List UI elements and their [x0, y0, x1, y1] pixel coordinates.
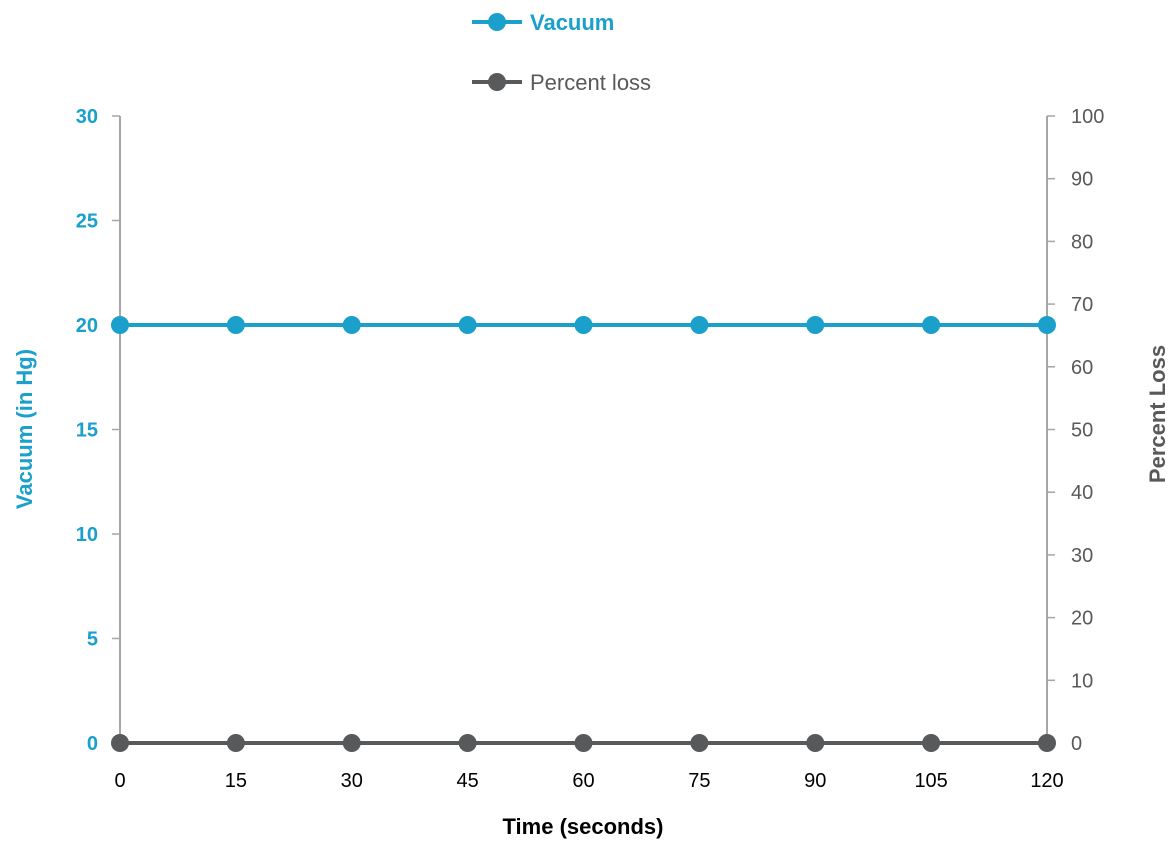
right-y-tick-label: 50 — [1071, 420, 1093, 442]
x-tick-label: 120 — [1030, 770, 1063, 792]
right-y-tick-label: 0 — [1071, 733, 1082, 755]
right-y-axis-title: Percent Loss — [1145, 345, 1170, 483]
x-tick-label: 15 — [225, 770, 247, 792]
left-y-tick-label: 10 — [76, 524, 98, 546]
x-axis-ticks: 0 15 30 45 60 75 90 105 120 — [114, 770, 1063, 792]
right-y-tick-label: 40 — [1071, 482, 1093, 504]
left-y-tick-label: 15 — [76, 420, 98, 442]
right-y-tick-label: 70 — [1071, 294, 1093, 316]
data-point-vacuum — [226, 316, 245, 334]
data-point-percent-loss — [574, 734, 593, 752]
data-point-vacuum — [111, 316, 129, 334]
right-y-tick-label: 100 — [1071, 106, 1104, 128]
x-tick-label: 90 — [804, 770, 826, 792]
left-y-axis-title: Vacuum (in Hg) — [12, 349, 37, 509]
data-point-percent-loss — [1038, 734, 1056, 752]
right-y-tick-label: 80 — [1071, 231, 1093, 253]
data-point-vacuum — [458, 316, 477, 334]
data-point-vacuum — [1038, 316, 1056, 334]
x-tick-label: 105 — [914, 770, 947, 792]
x-tick-label: 60 — [572, 770, 594, 792]
data-point-percent-loss — [111, 734, 129, 752]
legend-label-percent-loss: Percent loss — [530, 70, 651, 95]
left-y-tick-label: 0 — [87, 733, 98, 755]
data-point-percent-loss — [690, 734, 709, 752]
legend-swatch-percent-loss-marker — [488, 73, 506, 91]
data-point-percent-loss — [458, 734, 477, 752]
right-y-tick-label: 20 — [1071, 608, 1093, 630]
right-y-tick-label: 30 — [1071, 545, 1093, 567]
right-y-tick-label: 60 — [1071, 357, 1093, 379]
right-y-tick-label: 90 — [1071, 169, 1093, 191]
x-axis-title: Time (seconds) — [503, 814, 664, 839]
legend-label-vacuum: Vacuum — [530, 10, 614, 35]
left-y-tick-label: 5 — [87, 629, 98, 651]
series-layer — [111, 316, 1056, 752]
left-y-tick-label: 30 — [76, 106, 98, 128]
data-point-percent-loss — [922, 734, 941, 752]
data-point-percent-loss — [226, 734, 245, 752]
data-point-vacuum — [690, 316, 709, 334]
left-y-axis-ticks: 0 5 10 15 20 25 30 — [76, 106, 120, 755]
legend: Vacuum Percent loss — [472, 10, 651, 95]
right-y-axis-ticks: 0 10 20 30 40 50 60 70 80 90 100 — [1047, 106, 1104, 755]
data-point-vacuum — [342, 316, 361, 334]
left-y-tick-label: 20 — [76, 315, 98, 337]
x-tick-label: 45 — [457, 770, 479, 792]
data-point-vacuum — [922, 316, 941, 334]
data-point-vacuum — [806, 316, 825, 334]
right-y-tick-label: 10 — [1071, 670, 1093, 692]
legend-item-vacuum: Vacuum — [472, 10, 614, 35]
data-point-vacuum — [574, 316, 593, 334]
x-tick-label: 0 — [114, 770, 125, 792]
legend-item-percent-loss: Percent loss — [472, 70, 651, 95]
x-tick-label: 30 — [341, 770, 363, 792]
x-tick-label: 75 — [688, 770, 710, 792]
legend-swatch-vacuum-marker — [488, 13, 506, 31]
data-point-percent-loss — [342, 734, 361, 752]
data-point-percent-loss — [806, 734, 825, 752]
left-y-tick-label: 25 — [76, 211, 98, 233]
